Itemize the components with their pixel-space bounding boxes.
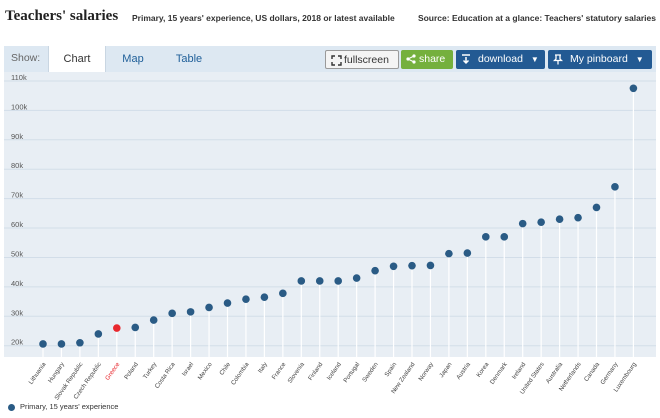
data-point (611, 183, 619, 191)
data-point (260, 293, 269, 301)
y-tick-label: 90k (11, 132, 23, 141)
x-tick-label: Mexico (197, 361, 214, 382)
data-point (629, 84, 638, 93)
data-point (537, 218, 545, 226)
legend-label: Primary, 15 years' experience (20, 402, 119, 411)
x-tick-label: Ireland (511, 361, 528, 381)
x-tick-label: Spain (383, 361, 398, 378)
legend-marker (8, 403, 15, 411)
download-label: download (478, 53, 523, 65)
x-tick-label: Greece (104, 361, 122, 382)
data-point (205, 303, 213, 312)
x-tick-label: Italy (257, 360, 270, 374)
pinboard-button[interactable]: My pinboard ▼ (548, 50, 652, 69)
share-icon (406, 50, 416, 71)
x-tick-label: Canada (583, 361, 601, 383)
x-tick-label: France (271, 361, 288, 381)
data-point (57, 340, 66, 348)
data-point (482, 233, 490, 241)
x-tick-label: Slovenia (287, 361, 307, 385)
chart-title: Teachers' salaries (5, 8, 119, 24)
tab-map[interactable]: Map (122, 53, 144, 65)
chart-header: Teachers' salaries Primary, 15 years' ex… (0, 0, 660, 40)
x-tick-label: Finland (307, 361, 325, 382)
data-point (315, 277, 324, 285)
y-tick-label: 70k (11, 191, 23, 200)
data-point (500, 233, 509, 241)
x-tick-label: Norway (417, 360, 435, 382)
data-point (113, 324, 121, 332)
x-tick-label: Iceland (326, 361, 343, 382)
plot-area (4, 72, 656, 357)
data-point (518, 219, 527, 228)
data-point (297, 277, 306, 285)
data-point (186, 308, 195, 316)
data-point (131, 323, 140, 332)
x-tick-label: Lithuania (27, 361, 47, 386)
y-tick-label: 80k (11, 161, 23, 170)
x-tick-label: Japan (438, 361, 454, 379)
label-area (4, 357, 656, 402)
y-tick-label: 100k (11, 102, 28, 111)
data-point (555, 215, 564, 224)
data-point (371, 266, 379, 275)
download-icon (461, 50, 471, 72)
fullscreen-label: fullscreen (344, 54, 389, 66)
x-tick-label: Korea (475, 361, 491, 379)
data-point (445, 249, 453, 258)
x-tick-label: Sweden (361, 361, 380, 384)
expand-icon (331, 51, 342, 73)
data-point (168, 309, 176, 318)
x-tick-label: Turkey (142, 360, 159, 380)
y-tick-label: 50k (11, 249, 23, 258)
data-point (592, 203, 601, 212)
chevron-down-icon: ▼ (530, 55, 539, 64)
data-point (408, 261, 416, 270)
data-point (574, 213, 582, 222)
data-point (149, 316, 158, 324)
tab-table[interactable]: Table (175, 53, 203, 65)
view-toolbar: Show: Chart Map Table fullscreen share d… (4, 46, 656, 72)
x-tick-label: Austria (455, 361, 472, 381)
chart-svg: 20k 30k 40k 50k 60k 70k 80k 90k 100k 110k Lithuani… (4, 73, 656, 400)
pinboard-label: My pinboard (570, 53, 628, 65)
data-point (279, 289, 287, 298)
chart-subtitle: Primary, 15 years' experience, US dollar… (132, 13, 395, 23)
y-tick-label: 60k (11, 220, 23, 229)
x-tick-label: Colombia (230, 361, 251, 387)
data-point (76, 338, 84, 347)
share-button[interactable]: share (401, 50, 453, 69)
x-tick-label: Poland (123, 361, 140, 381)
data-point (334, 277, 343, 285)
source-note: Source: Education at a glance: Teachers'… (417, 13, 656, 23)
data-point (242, 295, 250, 304)
x-tick-label: Portugal (342, 361, 361, 384)
y-tick-label: 40k (11, 279, 23, 288)
download-button[interactable]: download ▼ (456, 50, 545, 69)
x-tick-label: Australia (545, 361, 565, 385)
data-point (223, 299, 232, 307)
x-tick-label: Hungary (47, 360, 67, 384)
data-point (463, 249, 472, 257)
y-tick-label: 20k (11, 338, 23, 347)
tab-chart[interactable]: Chart (48, 46, 106, 72)
x-tick-label: Chile (218, 361, 232, 377)
x-tick-label: Israel (181, 361, 195, 377)
share-label: share (419, 53, 446, 65)
data-point (352, 274, 361, 282)
data-point (39, 340, 47, 348)
chevron-down-icon: ▼ (635, 55, 644, 64)
data-point (389, 262, 398, 271)
pin-icon (552, 50, 564, 72)
y-tick-label: 110k (11, 73, 27, 82)
fullscreen-button[interactable]: fullscreen (325, 50, 399, 69)
x-tick-label: Denmark (489, 360, 510, 385)
data-point (94, 330, 103, 338)
show-label: Show: (11, 52, 41, 64)
data-point (426, 261, 435, 270)
y-tick-label: 30k (11, 308, 23, 317)
chart-legend: Primary, 15 years' experience (8, 402, 118, 411)
